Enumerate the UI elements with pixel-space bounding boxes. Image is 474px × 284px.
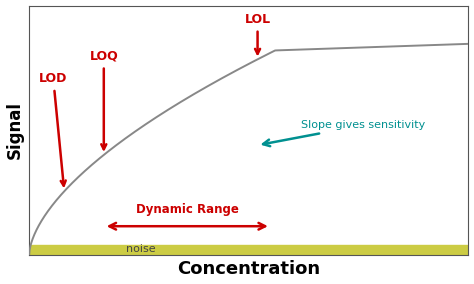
Y-axis label: Signal: Signal	[6, 101, 24, 159]
Text: LOD: LOD	[39, 72, 67, 186]
X-axis label: Concentration: Concentration	[177, 260, 320, 278]
Bar	[29, 245, 468, 255]
Text: noise: noise	[126, 244, 155, 254]
Text: Slope gives sensitivity: Slope gives sensitivity	[263, 120, 425, 146]
Text: LOL: LOL	[245, 13, 271, 54]
Text: LOQ: LOQ	[90, 50, 118, 149]
Text: Dynamic Range: Dynamic Range	[136, 203, 239, 216]
